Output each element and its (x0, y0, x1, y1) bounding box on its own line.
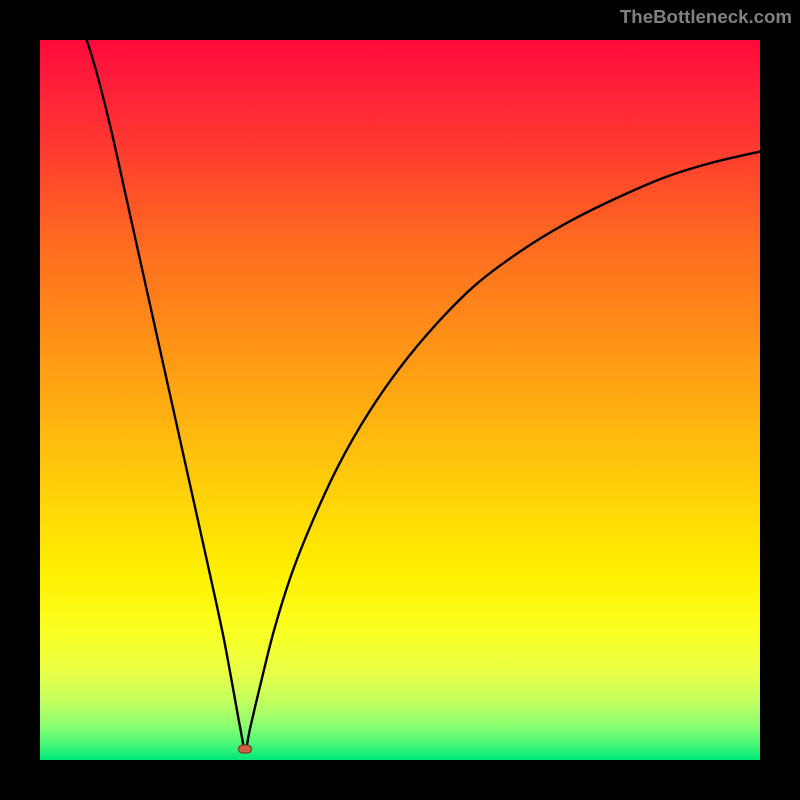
plot-svg (40, 40, 760, 760)
watermark-text: TheBottleneck.com (620, 6, 792, 28)
gradient-background (40, 40, 760, 760)
dip-marker (238, 745, 252, 754)
chart-root: TheBottleneck.com (0, 0, 800, 800)
plot-area (40, 40, 760, 760)
